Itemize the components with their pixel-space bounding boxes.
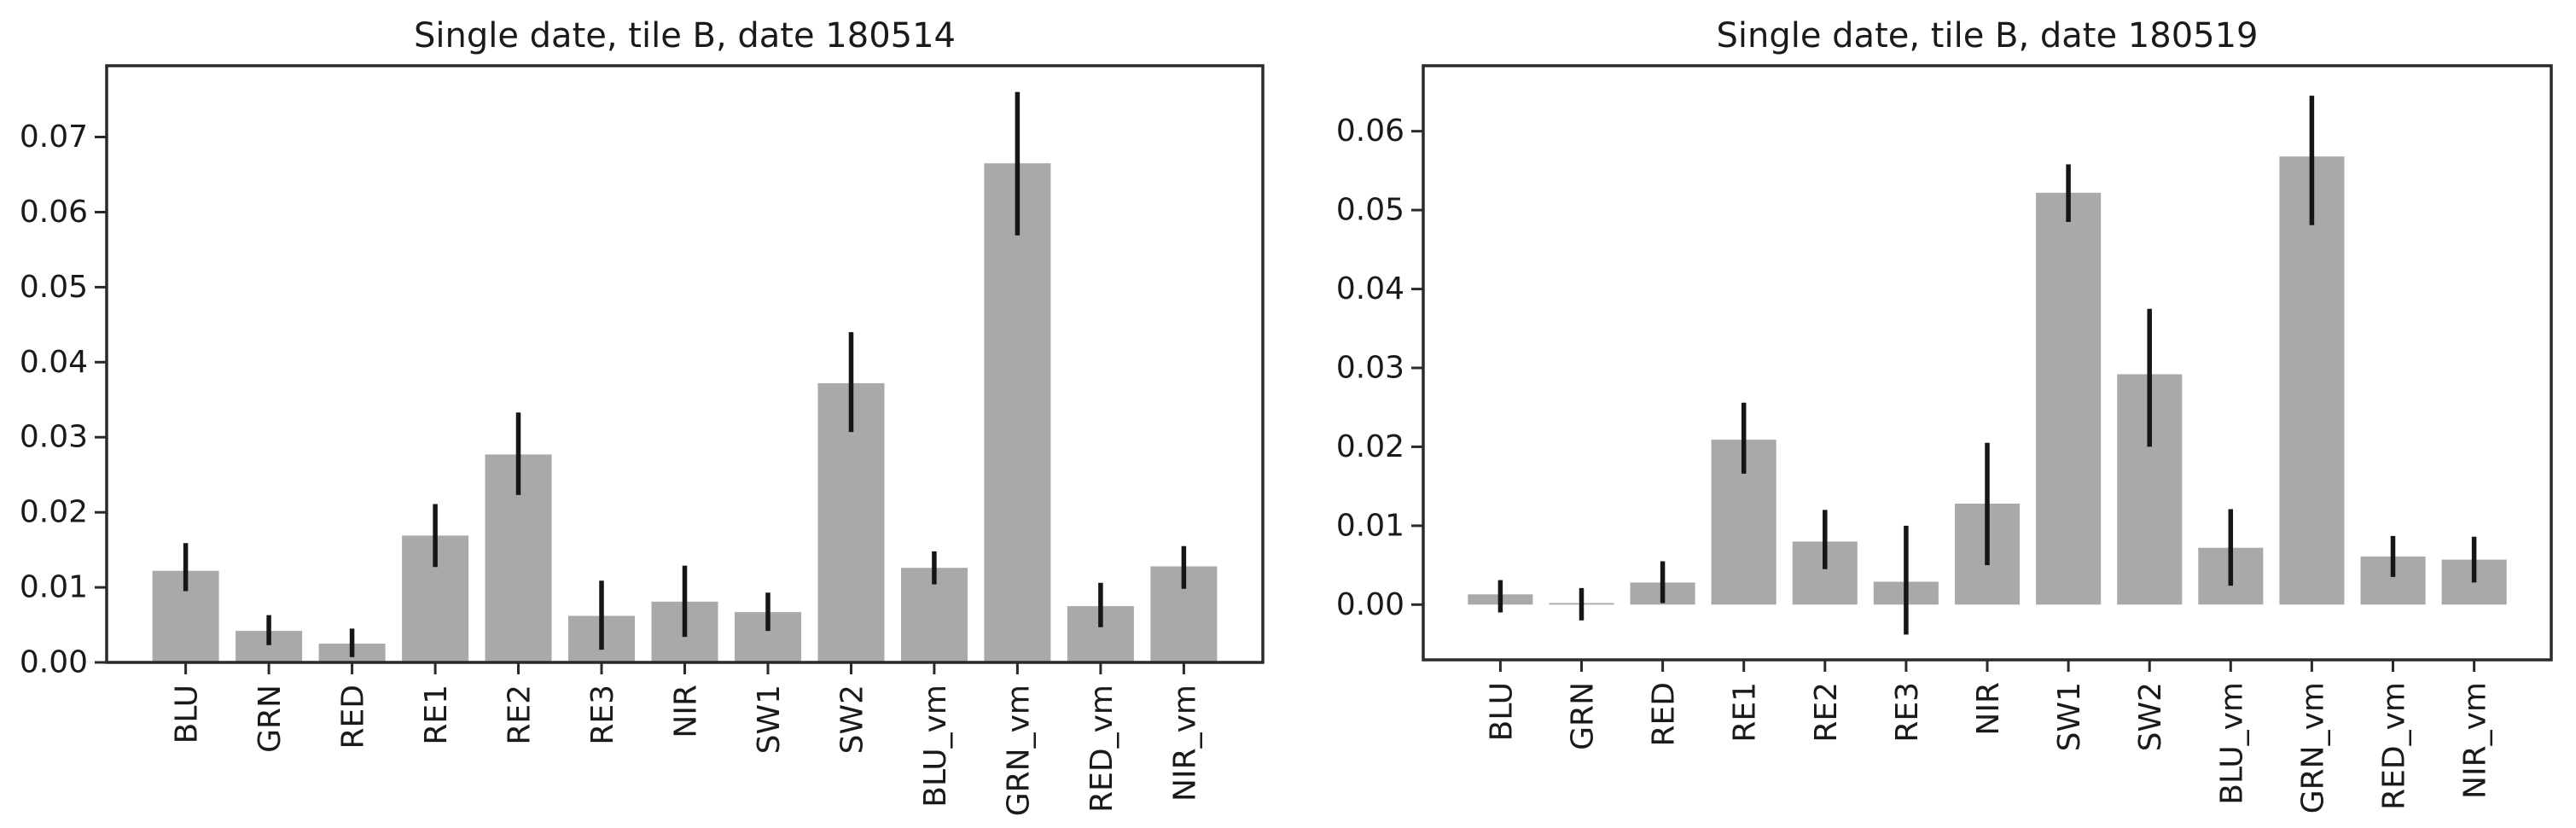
- y-tick-label: 0.05: [1336, 193, 1404, 228]
- x-tick-label: BLU_vm: [918, 685, 953, 808]
- y-tick-label: 0.03: [20, 420, 88, 455]
- y-tick-label: 0.05: [20, 270, 88, 305]
- y-tick-label: 0.06: [1336, 114, 1404, 149]
- bar-GRN_vm: [2279, 156, 2345, 605]
- bar-SW1: [2036, 192, 2102, 605]
- x-tick-label: SW2: [2133, 682, 2168, 751]
- x-tick-label: GRN: [253, 685, 288, 753]
- x-tick-label: NIR: [1971, 682, 2006, 736]
- x-tick-label: RE3: [585, 685, 620, 745]
- y-tick-label: 0.04: [1336, 271, 1404, 306]
- x-tick-label: RED_vm: [1084, 685, 1119, 813]
- x-tick-label: SW2: [835, 685, 870, 754]
- y-tick-label: 0.01: [20, 570, 88, 605]
- chart-title: Single date, tile B, date 180519: [1716, 16, 2258, 55]
- y-tick-label: 0.04: [20, 345, 88, 380]
- y-tick-label: 0.03: [1336, 351, 1404, 386]
- x-tick-label: RE2: [503, 685, 538, 745]
- bar-GRN_vm: [984, 163, 1051, 663]
- x-tick-label: GRN_vm: [1001, 685, 1036, 816]
- x-tick-label: GRN_vm: [2295, 682, 2330, 813]
- y-tick-label: 0.01: [1336, 508, 1404, 543]
- x-tick-label: NIR_vm: [2458, 682, 2493, 799]
- x-tick-label: RED: [336, 685, 371, 749]
- x-tick-label: RED_vm: [2377, 682, 2412, 810]
- y-tick-label: 0.06: [20, 195, 88, 230]
- x-tick-label: GRN: [1566, 682, 1601, 750]
- x-tick-label: BLU: [1484, 682, 1519, 741]
- chart-title: Single date, tile B, date 180514: [414, 16, 956, 55]
- x-tick-label: SW1: [752, 685, 787, 754]
- x-tick-label: RE1: [419, 685, 454, 745]
- chart-svg: 0.00 0.01 0.02 0.03 0.04 0.05 0.06 0.07 BLU GRN RE…: [20, 16, 1265, 816]
- y-tick-label: 0.02: [20, 495, 88, 530]
- x-tick-label: NIR_vm: [1167, 685, 1202, 802]
- y-tick-label: 0.02: [1336, 429, 1404, 464]
- x-tick-label: SW1: [2052, 682, 2087, 751]
- x-tick-label: RE1: [1728, 682, 1763, 743]
- x-tick-label: RE3: [1890, 682, 1925, 743]
- x-tick-label: BLU_vm: [2214, 682, 2249, 805]
- x-tick-label: NIR: [669, 685, 704, 738]
- x-tick-label: RED: [1647, 682, 1682, 746]
- y-tick-label: 0.07: [20, 120, 88, 155]
- y-tick-label: 0.00: [1336, 587, 1404, 622]
- bar-chart-date-180514: 0.00 0.01 0.02 0.03 0.04 0.05 0.06 0.07 BLU GRN RE…: [20, 16, 1265, 816]
- x-tick-label: RE2: [1809, 682, 1844, 743]
- bar-chart-date-180519: 0.00 0.01 0.02 0.03 0.04 0.05 0.06 BLU GRN RED RE1…: [1288, 0, 2576, 828]
- y-tick-label: 0.00: [20, 645, 88, 680]
- chart-svg: 0.00 0.01 0.02 0.03 0.04 0.05 0.06 BLU GRN RED RE1…: [1336, 16, 2553, 813]
- x-tick-label: BLU: [170, 685, 205, 743]
